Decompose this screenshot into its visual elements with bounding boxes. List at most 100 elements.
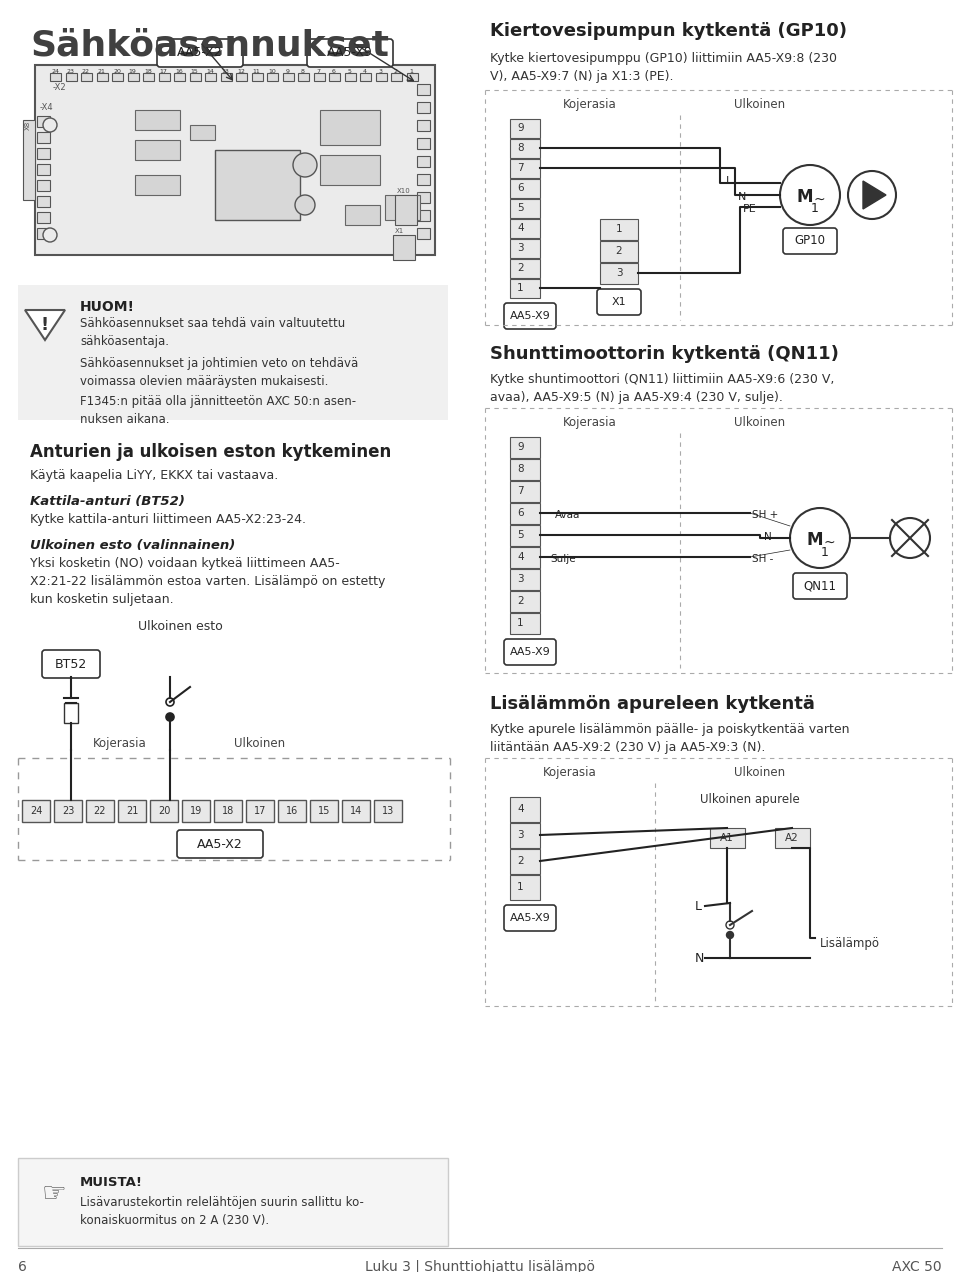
FancyBboxPatch shape <box>307 39 393 67</box>
Text: ~: ~ <box>813 193 825 207</box>
Bar <box>64 703 78 722</box>
Bar <box>417 120 430 131</box>
Text: Avaa: Avaa <box>555 510 581 520</box>
Bar <box>510 875 540 901</box>
Text: AA5-X9: AA5-X9 <box>510 913 550 923</box>
Bar <box>510 591 540 612</box>
Text: M: M <box>806 530 824 550</box>
Text: 10: 10 <box>268 69 276 74</box>
Circle shape <box>295 195 315 215</box>
Bar <box>37 212 50 223</box>
Bar <box>314 73 324 81</box>
Bar <box>710 828 745 848</box>
FancyBboxPatch shape <box>157 39 243 67</box>
Text: 23: 23 <box>61 806 74 817</box>
Bar <box>112 73 123 81</box>
Bar <box>189 73 201 81</box>
Text: Kytke kattila-anturi liittimeen AA5-X2:23-24.: Kytke kattila-anturi liittimeen AA5-X2:2… <box>30 513 306 527</box>
Bar <box>246 800 274 822</box>
Bar <box>510 547 540 569</box>
Bar <box>345 73 355 81</box>
FancyBboxPatch shape <box>504 904 556 931</box>
Text: Kattila-anturi (BT52): Kattila-anturi (BT52) <box>30 495 185 508</box>
Bar <box>510 239 540 258</box>
Text: 8: 8 <box>517 464 523 474</box>
Bar <box>510 525 540 546</box>
Circle shape <box>293 153 317 177</box>
Bar <box>510 438 540 458</box>
Bar <box>320 155 380 184</box>
Bar <box>118 800 146 822</box>
Text: 14: 14 <box>206 69 214 74</box>
Text: Kytke shuntimoottori (QN11) liittimiin AA5-X9:6 (230 V,
avaa), AA5-X9:5 (N) ja A: Kytke shuntimoottori (QN11) liittimiin A… <box>490 373 834 404</box>
Text: 18: 18 <box>222 806 234 817</box>
Text: 17: 17 <box>253 806 266 817</box>
Bar <box>417 174 430 184</box>
Text: N: N <box>764 532 772 542</box>
Bar <box>510 569 540 590</box>
FancyBboxPatch shape <box>42 650 100 678</box>
Circle shape <box>780 165 840 225</box>
Text: 7: 7 <box>517 163 523 173</box>
Bar <box>221 73 231 81</box>
Bar <box>510 459 540 480</box>
Circle shape <box>727 931 733 939</box>
Text: 24: 24 <box>51 69 59 74</box>
Text: 1: 1 <box>821 546 828 558</box>
Bar <box>86 800 114 822</box>
FancyBboxPatch shape <box>783 228 837 254</box>
Bar <box>37 196 50 207</box>
Text: Kojerasia: Kojerasia <box>564 416 617 429</box>
Bar <box>278 800 306 822</box>
FancyBboxPatch shape <box>597 289 641 315</box>
Text: N: N <box>738 192 746 202</box>
Text: SH -: SH - <box>752 555 774 563</box>
Text: 15: 15 <box>318 806 330 817</box>
Text: 3: 3 <box>517 574 523 584</box>
Text: 12: 12 <box>237 69 245 74</box>
Text: X8: X8 <box>25 121 31 130</box>
Bar <box>417 228 430 239</box>
Text: QN11: QN11 <box>804 580 836 593</box>
Bar <box>360 73 371 81</box>
Bar <box>775 828 810 848</box>
Text: Kojerasia: Kojerasia <box>543 766 597 778</box>
Text: F1345:n pitää olla jännitteetön AXC 50:n asen-
nuksen aikana.: F1345:n pitää olla jännitteetön AXC 50:n… <box>80 396 356 426</box>
Bar <box>18 1158 448 1247</box>
Text: 2: 2 <box>517 856 523 866</box>
Text: 17: 17 <box>159 69 167 74</box>
Text: 15: 15 <box>191 69 199 74</box>
Bar <box>214 800 242 822</box>
Text: Lisälämpö: Lisälämpö <box>820 936 880 949</box>
Text: 4: 4 <box>517 552 523 562</box>
Text: AXC 50: AXC 50 <box>893 1261 942 1272</box>
Text: 9: 9 <box>517 123 523 134</box>
Bar <box>50 73 61 81</box>
Text: 20: 20 <box>113 69 121 74</box>
Bar <box>600 219 638 240</box>
Bar <box>135 176 180 195</box>
Text: 20: 20 <box>157 806 170 817</box>
Bar <box>510 120 540 137</box>
Text: 6: 6 <box>517 508 523 518</box>
Bar <box>182 800 210 822</box>
Bar <box>385 195 420 220</box>
Text: 6: 6 <box>18 1261 27 1272</box>
Bar <box>329 73 340 81</box>
Text: ~: ~ <box>823 536 835 550</box>
Text: AA5-X9: AA5-X9 <box>327 47 372 60</box>
Text: 4: 4 <box>517 804 523 814</box>
Bar <box>22 800 50 822</box>
Bar <box>252 73 262 81</box>
Text: Ulkoinen apurele: Ulkoinen apurele <box>700 792 800 806</box>
Text: 24: 24 <box>30 806 42 817</box>
Bar <box>510 848 540 874</box>
Text: L: L <box>726 176 732 186</box>
Bar <box>310 800 338 822</box>
Text: 4: 4 <box>517 223 523 233</box>
Text: 8: 8 <box>301 69 305 74</box>
Bar <box>510 823 540 848</box>
Bar <box>374 800 402 822</box>
FancyBboxPatch shape <box>504 639 556 665</box>
Text: Kiertovesipumpun kytkentä (GP10): Kiertovesipumpun kytkentä (GP10) <box>490 22 847 39</box>
